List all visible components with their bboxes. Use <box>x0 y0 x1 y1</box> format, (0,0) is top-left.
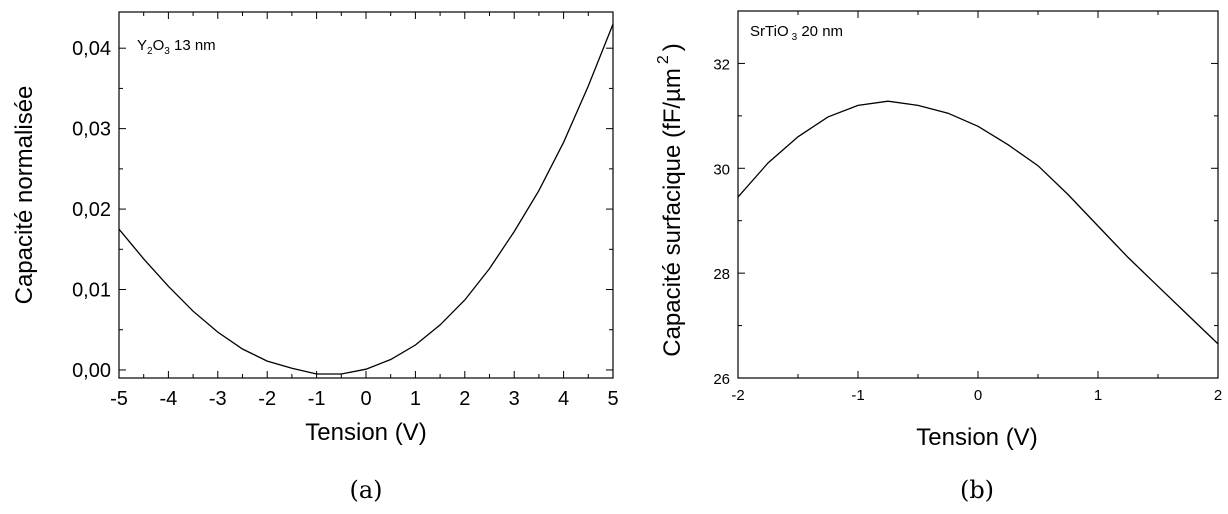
a-x-tick-label: 4 <box>558 388 569 410</box>
chart-a-y-axis-title: Capacité normalisée <box>11 86 38 305</box>
a-y-tick-label: 0,04 <box>72 38 111 60</box>
chart-b-x-axis-title: Tension (V) <box>916 424 1037 451</box>
chart-a: -5 -4 -3 -2 -1 0 1 2 3 4 5 0,00 0,01 0,02 0,03 0,04 Y2… <box>11 11 619 504</box>
chart-b-annotation: SrTiO 3 20 nm <box>750 23 843 43</box>
chart-a-frame <box>118 11 614 379</box>
chart-a-x-ticks: -5 -4 -3 -2 -1 0 1 2 3 4 5 <box>110 12 619 410</box>
chart-a-y-ticks: 0,00 0,01 0,02 0,03 0,04 <box>72 38 613 382</box>
a-x-tick-label: 3 <box>509 388 520 410</box>
a-x-tick-label: 5 <box>607 388 618 410</box>
chart-a-series-line <box>118 23 614 375</box>
chart-b-series-line <box>737 100 1219 345</box>
b-y-tick-label: 32 <box>713 56 730 73</box>
chart-b-caption: (b) <box>960 476 994 504</box>
a-x-tick-label: -5 <box>110 388 128 410</box>
chart-a-annotation: Y2O3 13 nm <box>137 37 216 57</box>
a-y-tick-label: 0,03 <box>72 119 111 141</box>
b-x-tick-label: -2 <box>731 387 744 404</box>
b-y-tick-label: 30 <box>713 161 730 178</box>
a-x-tick-label: 0 <box>360 388 371 410</box>
a-x-tick-label: -4 <box>160 388 178 410</box>
chart-b-y-ticks: 26 28 30 32 <box>713 10 1218 388</box>
chart-a-caption: (a) <box>349 476 382 504</box>
a-x-tick-label: 1 <box>410 388 421 410</box>
a-x-tick-label: -1 <box>308 388 326 410</box>
a-x-tick-label: -2 <box>258 388 276 410</box>
a-y-tick-label: 0,00 <box>72 360 111 382</box>
a-x-tick-label: -3 <box>209 388 227 410</box>
b-x-tick-label: -1 <box>851 387 864 404</box>
a-y-tick-label: 0,02 <box>72 199 111 221</box>
a-x-tick-label: 2 <box>459 388 470 410</box>
a-y-tick-label: 0,01 <box>72 280 111 302</box>
chart-a-x-axis-title: Tension (V) <box>305 419 426 446</box>
b-x-tick-label: 1 <box>1094 387 1102 404</box>
b-x-tick-label: 2 <box>1214 387 1222 404</box>
chart-b: -2 -1 0 1 2 26 28 30 32 SrTiO 3 20 nm Tension (V… <box>655 10 1222 504</box>
chart-b-frame <box>737 10 1219 379</box>
b-x-tick-label: 0 <box>974 387 982 404</box>
chart-b-x-ticks: -2 -1 0 1 2 <box>731 11 1222 404</box>
b-y-tick-label: 26 <box>713 371 730 388</box>
b-y-tick-label: 28 <box>713 266 730 283</box>
chart-b-y-axis-title: Capacité surfacique (fF/µm2) <box>655 43 686 357</box>
